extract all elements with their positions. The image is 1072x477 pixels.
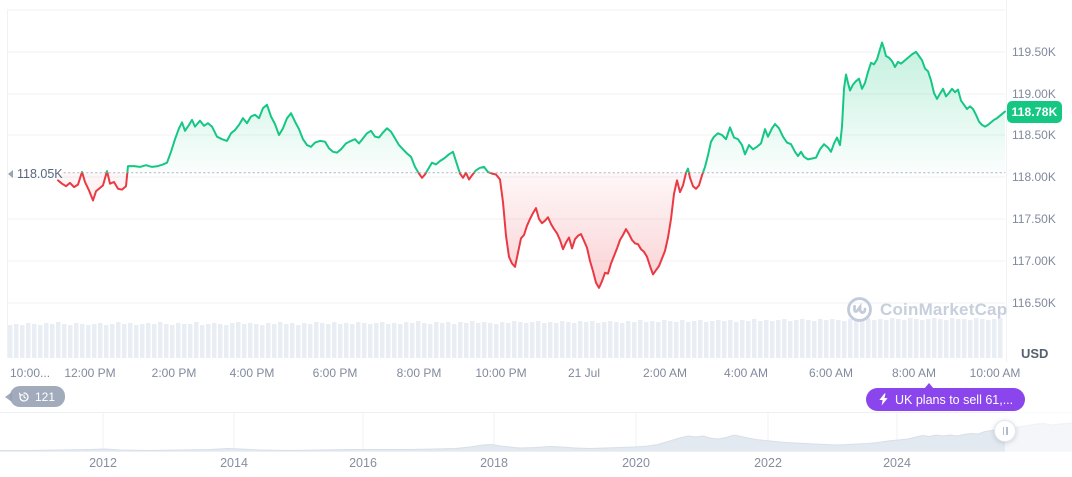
timeline-year-label: 2024 xyxy=(883,456,911,470)
x-axis-label: 6:00 AM xyxy=(808,366,854,380)
x-axis-label: 10:00 AM xyxy=(969,366,1021,380)
y-axis-label: 117.00K xyxy=(1012,254,1056,268)
brush-handle-icon[interactable] xyxy=(994,420,1016,442)
x-axis-label: 8:00 PM xyxy=(396,366,442,380)
x-axis-label: 10:00 PM xyxy=(475,366,527,380)
price-chart-canvas[interactable] xyxy=(0,0,1072,362)
history-clock-icon xyxy=(18,391,30,403)
history-count: 121 xyxy=(35,389,56,404)
news-annotation-badge[interactable]: UK plans to sell 61,... xyxy=(866,383,1026,411)
lightning-icon xyxy=(878,393,889,406)
x-axis-label: 8:00 AM xyxy=(891,366,937,380)
currency-label: USD xyxy=(1021,346,1049,361)
x-axis-label: 6:00 PM xyxy=(312,366,358,380)
x-axis-label: 10:00... xyxy=(10,366,51,380)
baseline-arrow-icon xyxy=(8,170,13,178)
baseline-price-label: 118.05K xyxy=(8,167,63,181)
current-price-badge: 118.78K xyxy=(1007,101,1062,123)
timeline-brush[interactable] xyxy=(0,412,1072,452)
y-axis-label: 119.50K xyxy=(1012,45,1056,59)
x-axis-label: 2:00 AM xyxy=(642,366,688,380)
coinmarketcap-watermark: CoinMarketCap xyxy=(846,296,1007,323)
y-axis-label: 119.00K xyxy=(1012,87,1056,101)
x-axis-label: 12:00 PM xyxy=(64,366,116,380)
coinmarketcap-logo-icon xyxy=(846,296,873,323)
baseline-price-text: 118.05K xyxy=(17,167,63,181)
news-text: UK plans to sell 61,... xyxy=(895,392,1014,407)
x-axis-label: 4:00 PM xyxy=(229,366,275,380)
y-axis-label: 118.00K xyxy=(1012,170,1056,184)
x-axis-label: 4:00 AM xyxy=(723,366,769,380)
history-annotations-badge[interactable]: 121 xyxy=(10,386,66,407)
x-axis-label: 2:00 PM xyxy=(151,366,197,380)
timeline-year-label: 2012 xyxy=(89,456,117,470)
y-axis-label: 118.50K xyxy=(1012,128,1056,142)
x-axis-label: 21 Jul xyxy=(567,366,601,380)
timeline-year-label: 2022 xyxy=(754,456,782,470)
timeline-year-label: 2014 xyxy=(220,456,248,470)
timeline-year-label: 2018 xyxy=(480,456,508,470)
watermark-text: CoinMarketCap xyxy=(880,299,1008,319)
timeline-year-label: 2020 xyxy=(622,456,650,470)
timeline-year-label: 2016 xyxy=(349,456,377,470)
y-axis-label: 117.50K xyxy=(1012,212,1056,226)
y-axis-label: 116.50K xyxy=(1012,296,1056,310)
